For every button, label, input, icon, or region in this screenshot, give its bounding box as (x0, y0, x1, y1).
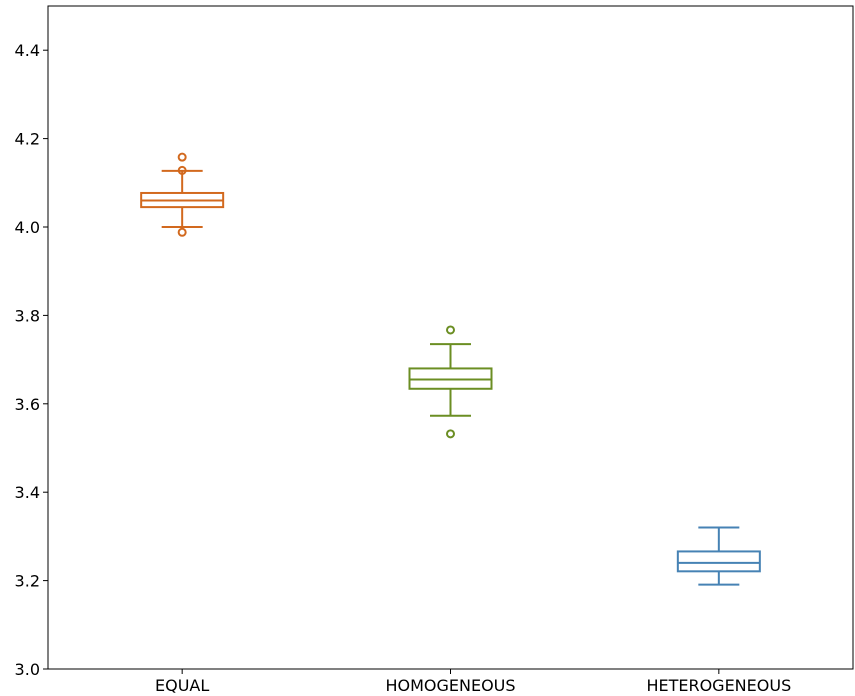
x-tick-label: HOMOGENEOUS (385, 676, 515, 695)
box-group-heterogeneous (676, 526, 761, 586)
outlier-point (446, 325, 455, 335)
outlier-point (177, 227, 187, 237)
plot-area (47, 5, 854, 670)
y-tick-label: 4.0 (15, 218, 40, 237)
plot-frame (47, 5, 854, 670)
y-tick-label: 4.2 (15, 130, 40, 149)
y-tick-label: 4.4 (15, 41, 40, 60)
outlier-point (446, 429, 455, 439)
box-group-homogeneous (408, 325, 493, 439)
x-tick-label: EQUAL (155, 676, 209, 695)
boxes (140, 152, 761, 586)
outlier-point (177, 165, 187, 175)
y-tick-label: 3.8 (15, 306, 40, 325)
outlier-point (177, 152, 187, 162)
x-axis: EQUAL HOMOGENEOUS HETEROGENEOUS (155, 669, 791, 695)
iqr-box (676, 550, 761, 573)
x-tick-label: HETEROGENEOUS (646, 676, 791, 695)
y-tick-label: 3.6 (15, 395, 40, 414)
y-tick-label: 3.2 (15, 572, 40, 591)
y-tick-label: 3.4 (15, 483, 40, 502)
box-group-equal (140, 152, 225, 237)
y-tick-label: 3.0 (15, 660, 40, 679)
y-axis: 3.0 3.2 3.4 3.6 3.8 4.0 4.2 4.4 (15, 41, 48, 679)
